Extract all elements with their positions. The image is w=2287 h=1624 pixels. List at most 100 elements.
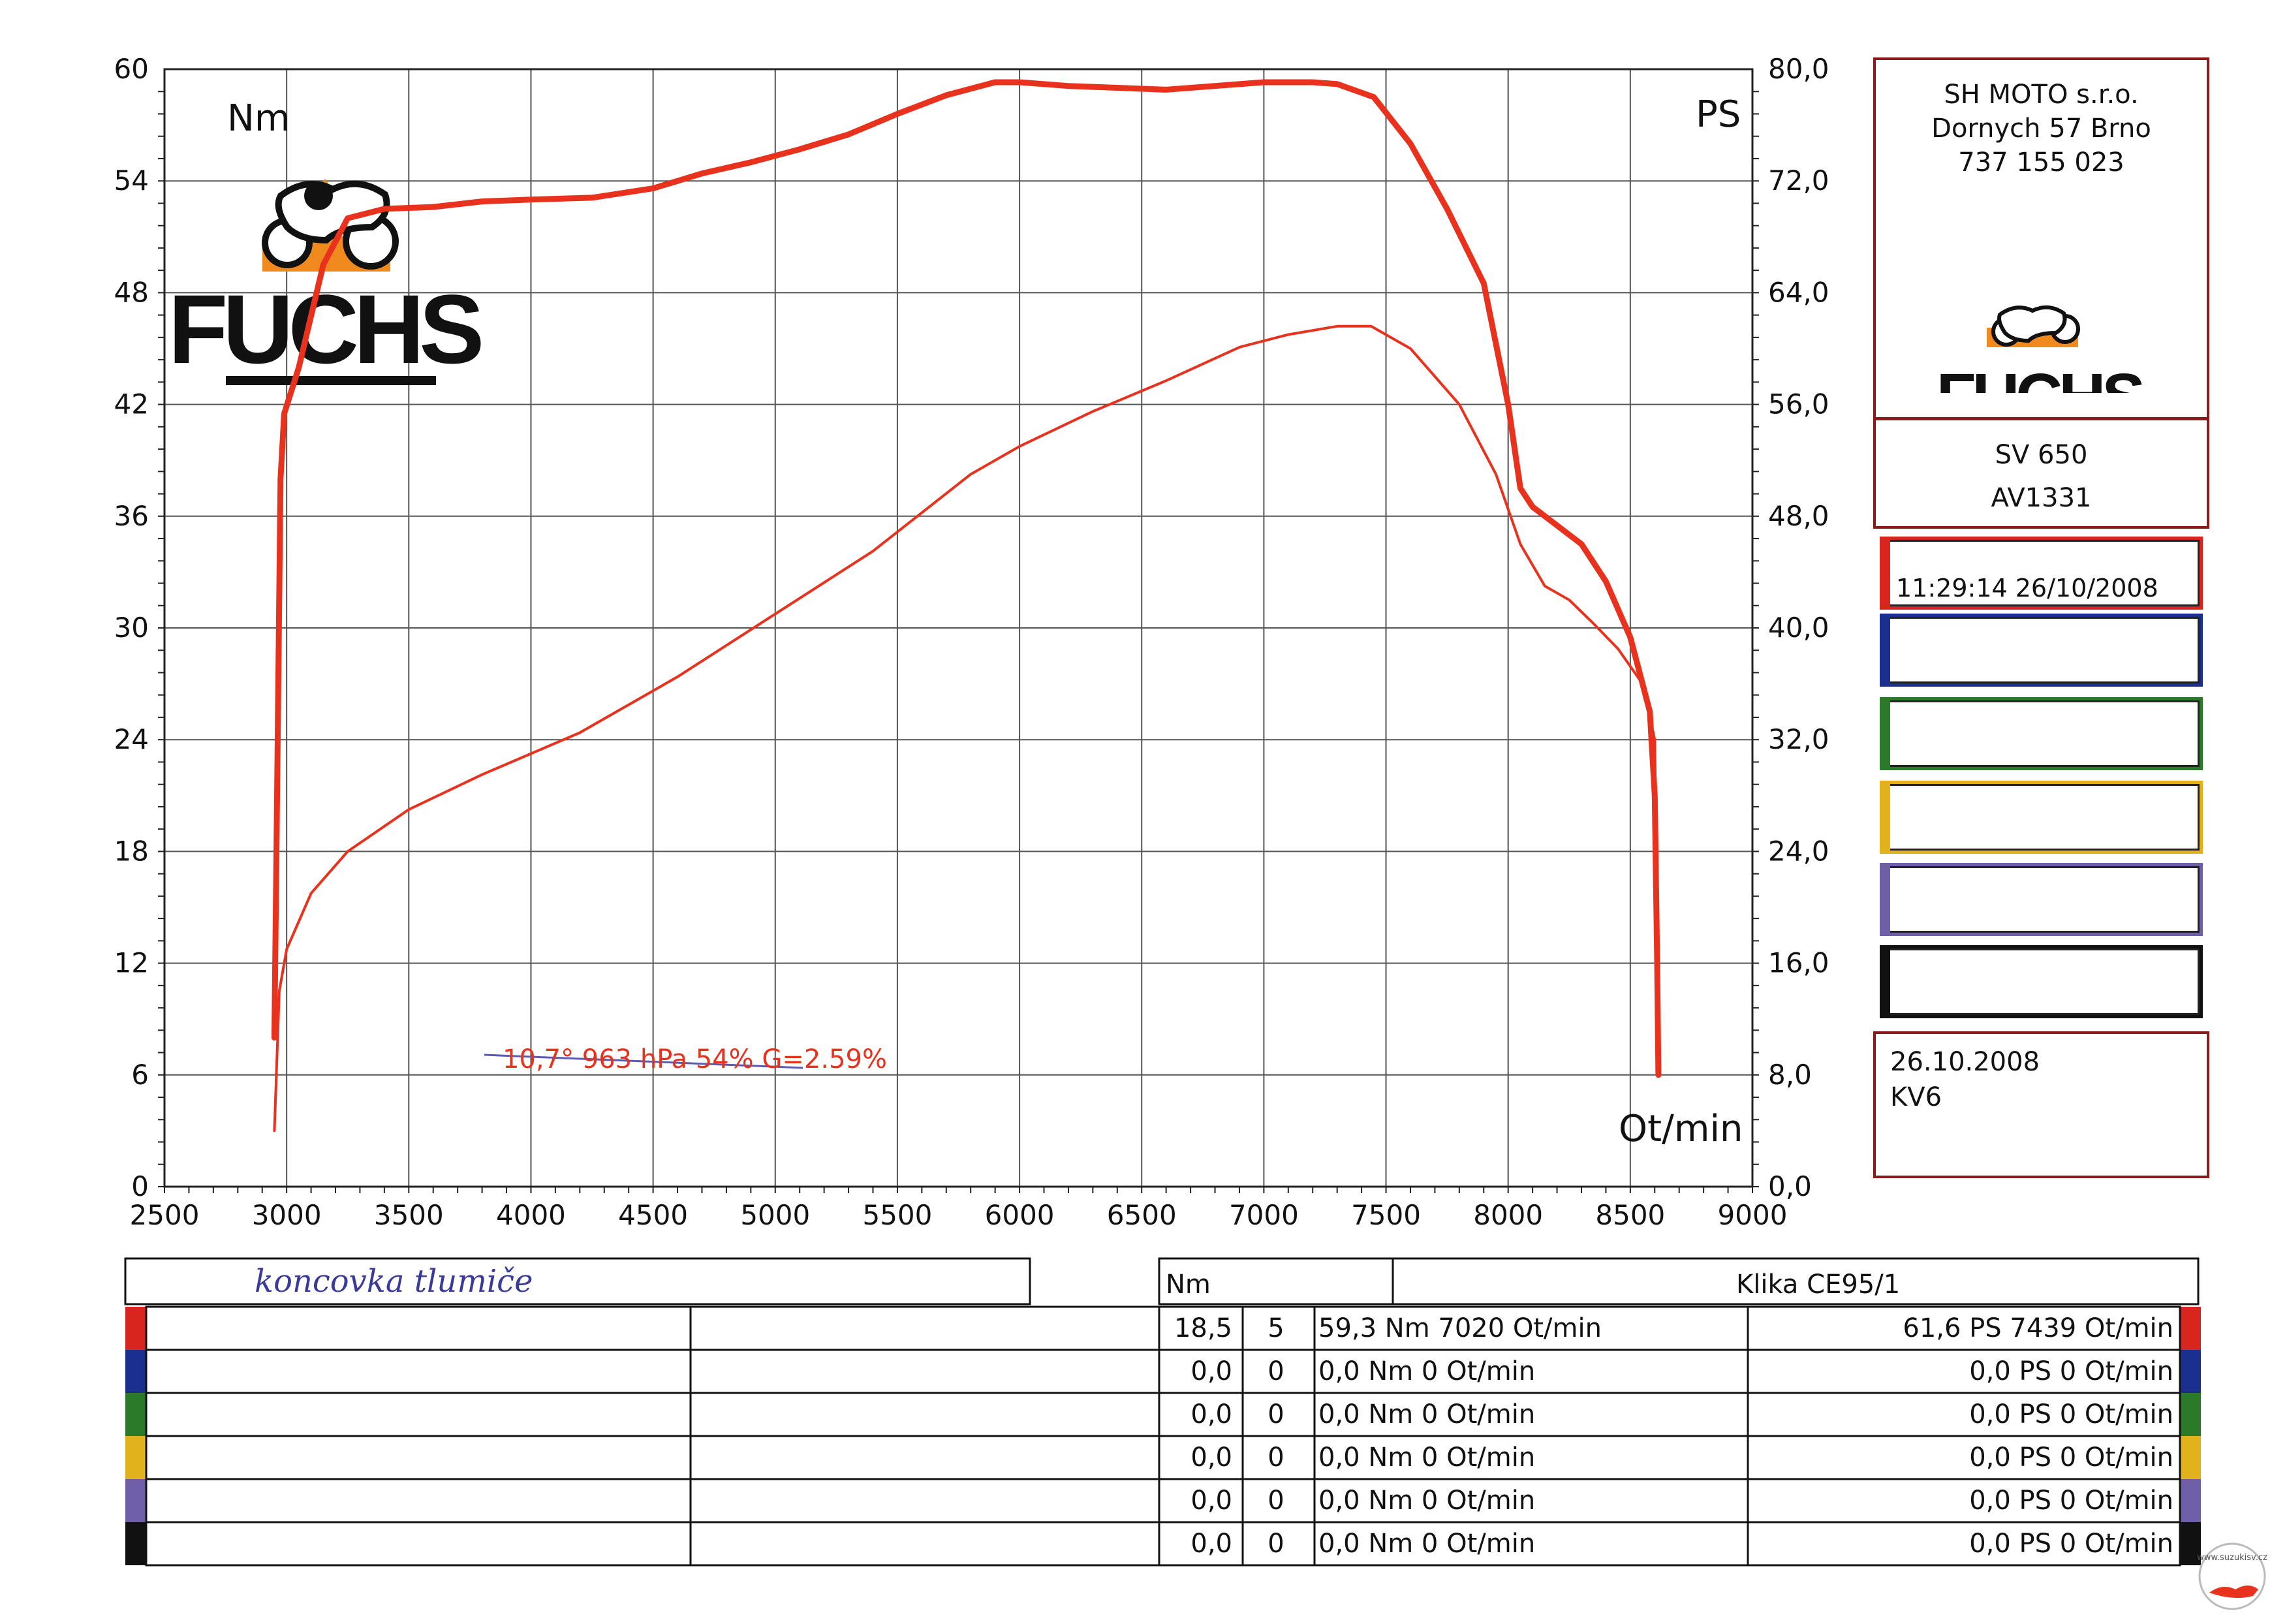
y-left-tick-label: 30 — [114, 612, 149, 644]
chart-annotations: 10,7° 963 hPa 54% G=2.59% — [484, 1044, 887, 1074]
y-left-tick-label: 18 — [114, 835, 149, 867]
x-tick-label: 5000 — [740, 1199, 810, 1231]
company-name: SH MOTO s.r.o. — [1944, 80, 2139, 110]
vehicle-box: SV 650 AV1331 — [1873, 418, 2209, 529]
y-right-tick-label: 72,0 — [1768, 164, 1829, 196]
x-tick-label: 8000 — [1473, 1199, 1543, 1231]
row-max-power: 0,0 PS 0 Ot/min — [1969, 1356, 2173, 1386]
torque-curve — [271, 79, 1662, 1078]
vehicle-model: SV 650 — [1995, 440, 2088, 470]
y-right-tick-label: 8,0 — [1768, 1059, 1812, 1091]
y-right-tick-label: 48,0 — [1768, 500, 1829, 532]
x-tick-label: 7000 — [1229, 1199, 1299, 1231]
conditions-annotation: 10,7° 963 hPa 54% G=2.59% — [503, 1044, 887, 1074]
test-code: KV6 — [1890, 1082, 1942, 1112]
x-tick-label: 5500 — [862, 1199, 932, 1231]
date-box: 26.10.2008 KV6 — [1873, 1031, 2209, 1178]
row-value-count: 0 — [1268, 1399, 1284, 1429]
row-value-nm: 0,0 — [1190, 1486, 1232, 1516]
row-value-count: 5 — [1268, 1313, 1284, 1343]
row-value-count: 0 — [1268, 1529, 1284, 1559]
chart-series — [271, 79, 1662, 1132]
y-right-unit-label: PS — [1696, 93, 1741, 136]
row-max-power: 0,0 PS 0 Ot/min — [1969, 1443, 2173, 1473]
x-tick-label: 4000 — [496, 1199, 566, 1231]
y-left-tick-label: 60 — [114, 53, 149, 85]
row-max-torque: 0,0 Nm 0 Ot/min — [1318, 1486, 1536, 1516]
run-color-swatch — [1880, 945, 1890, 1018]
company-address: Dornych 57 Brno — [1931, 114, 2151, 144]
run-color-swatch — [1880, 781, 1890, 854]
x-tick-label: 8500 — [1595, 1199, 1665, 1231]
power-curve — [273, 324, 1660, 1132]
y-right-tick-label: 32,0 — [1768, 723, 1829, 755]
row-max-power: 61,6 PS 7439 Ot/min — [1903, 1313, 2173, 1343]
y-left-tick-label: 6 — [131, 1059, 149, 1091]
row-max-torque: 0,0 Nm 0 Ot/min — [1318, 1356, 1536, 1386]
y-right-tick-label: 64,0 — [1768, 276, 1829, 308]
annotation-underline — [484, 1054, 803, 1069]
row-value-count: 0 — [1268, 1356, 1284, 1386]
run-color-swatch — [1880, 537, 1890, 610]
row-value-count: 0 — [1268, 1443, 1284, 1473]
x-unit-label: Ot/min — [1619, 1108, 1743, 1150]
table-header-brake: Klika CE95/1 — [1736, 1270, 1901, 1300]
fuchs-logo-small-text: FUCHS — [1937, 360, 2143, 393]
run-slot-4 — [1880, 781, 2203, 854]
y-left-tick-label: 42 — [114, 388, 149, 420]
test-date: 26.10.2008 — [1890, 1047, 2040, 1077]
watermark-logo: www.suzukisv.cz — [2186, 1540, 2278, 1612]
run-timestamp: 11:29:14 26/10/2008 — [1896, 574, 2158, 602]
y-left-tick-label: 36 — [114, 500, 149, 532]
x-tick-label: 9000 — [1718, 1199, 1788, 1231]
y-left-tick-label: 48 — [114, 276, 149, 308]
run-slot-5 — [1880, 863, 2203, 936]
row-max-power: 0,0 PS 0 Ot/min — [1969, 1399, 2173, 1429]
fuchs-logo: FUCHS — [168, 179, 486, 385]
row-max-torque: 0,0 Nm 0 Ot/min — [1318, 1529, 1536, 1559]
x-tick-label: 3500 — [374, 1199, 444, 1231]
run-slot-1: 11:29:14 26/10/2008 — [1880, 537, 2203, 610]
y-right-tick-label: 16,0 — [1768, 947, 1829, 979]
handwritten-note: koncovka tlumiče — [255, 1263, 533, 1300]
x-tick-label: 4500 — [618, 1199, 688, 1231]
run-slot-3 — [1880, 697, 2203, 770]
y-left-tick-label: 0 — [131, 1170, 149, 1202]
x-tick-label: 3000 — [252, 1199, 322, 1231]
chart-axes: 2500 3000 3500 4000 4500 5000 5500 6000 6500 7000… — [114, 53, 1829, 1231]
row-value-nm: 0,0 — [1190, 1443, 1232, 1473]
row-max-power: 0,0 PS 0 Ot/min — [1969, 1529, 2173, 1559]
run-slot-2 — [1880, 614, 2203, 687]
fuchs-logo-text: FUCHS — [168, 274, 482, 384]
row-value-nm: 0,0 — [1190, 1399, 1232, 1429]
company-box: SH MOTO s.r.o. Dornych 57 Brno 737 155 0… — [1873, 57, 2209, 420]
vehicle-id: AV1331 — [1991, 483, 2092, 513]
row-value-nm: 0,0 — [1190, 1529, 1232, 1559]
run-color-swatch — [1880, 697, 1890, 770]
plot-frame — [163, 68, 1754, 1188]
company-phone: 737 155 023 — [1958, 148, 2124, 178]
row-value-count: 0 — [1268, 1486, 1284, 1516]
y-right-tick-label: 40,0 — [1768, 612, 1829, 644]
y-left-unit-label: Nm — [227, 97, 290, 140]
watermark-icon: www.suzukisv.cz — [2197, 1542, 2267, 1610]
row-value-nm: 18,5 — [1174, 1313, 1232, 1343]
y-right-tick-label: 80,0 — [1768, 53, 1829, 85]
y-right-tick-label: 56,0 — [1768, 388, 1829, 420]
row-value-nm: 0,0 — [1190, 1356, 1232, 1386]
x-tick-label: 2500 — [130, 1199, 200, 1231]
run-slot-6 — [1880, 945, 2203, 1018]
y-left-tick-label: 54 — [114, 164, 149, 196]
y-left-tick-label: 24 — [114, 723, 149, 755]
watermark-text: www.suzukisv.cz — [2197, 1553, 2267, 1563]
row-max-torque: 0,0 Nm 0 Ot/min — [1318, 1443, 1536, 1473]
fuchs-logo-small: FUCHS — [1937, 305, 2147, 393]
run-color-swatch — [1880, 614, 1890, 687]
chart-grid — [164, 69, 1753, 1187]
y-right-tick-label: 0,0 — [1768, 1170, 1812, 1202]
row-max-torque: 0,0 Nm 0 Ot/min — [1318, 1399, 1536, 1429]
x-tick-label: 7500 — [1351, 1199, 1421, 1231]
x-tick-label: 6000 — [985, 1199, 1055, 1231]
row-max-torque: 59,3 Nm 7020 Ot/min — [1318, 1313, 1602, 1343]
